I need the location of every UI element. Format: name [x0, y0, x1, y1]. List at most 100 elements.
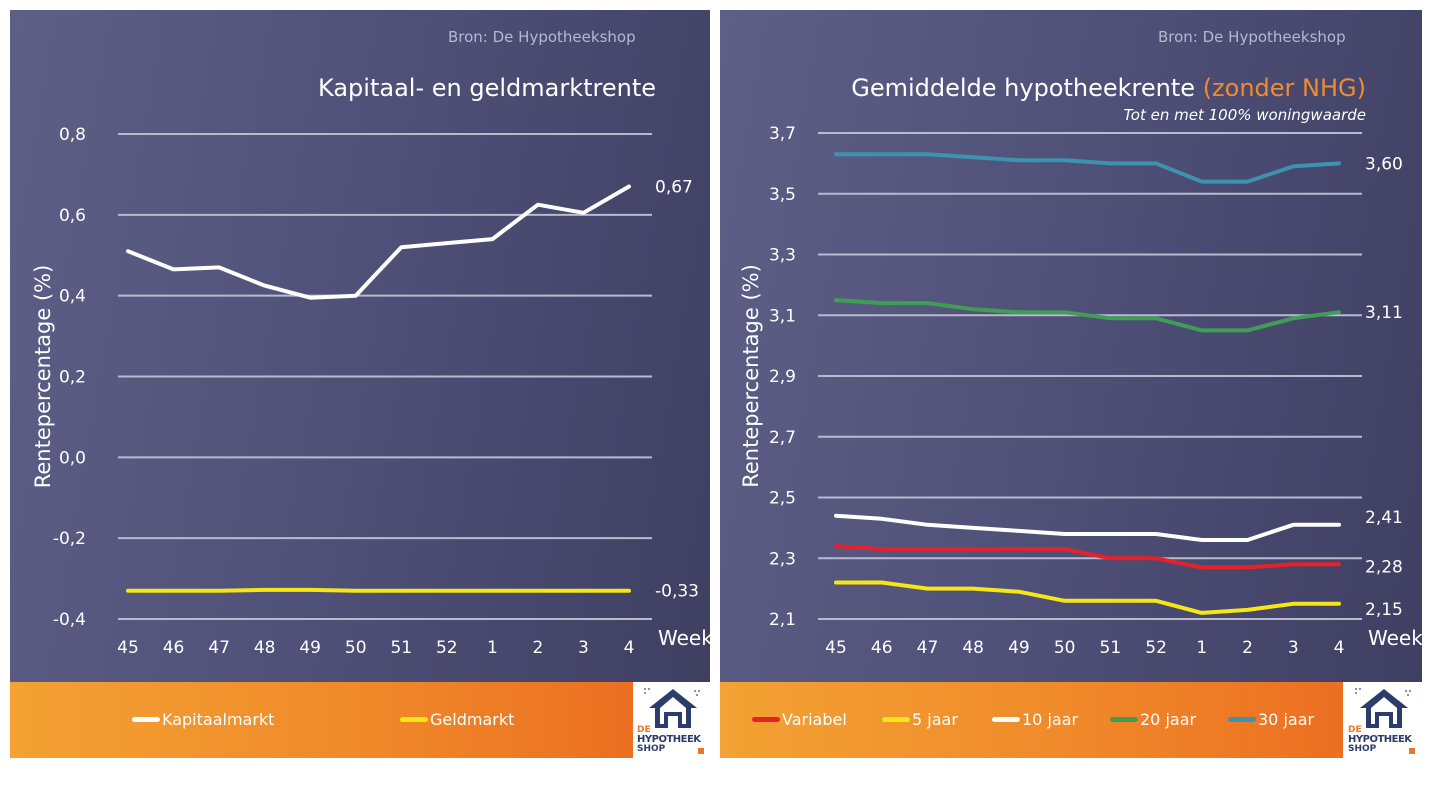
x-tick-label: 51 — [390, 638, 412, 658]
legend-item-5-jaar: 5 jaar — [882, 710, 958, 729]
x-tick-label: 45 — [825, 638, 847, 658]
x-tick-label: 1 — [487, 638, 498, 658]
legend-swatch — [132, 717, 160, 722]
hypotheekshop-logo: DE HYPOTHEEK SHOP — [1345, 682, 1421, 758]
y-tick-label: 0,4 — [59, 287, 86, 307]
legend-item-variabel: Variabel — [752, 710, 847, 729]
x-tick-label: 50 — [1054, 638, 1076, 658]
x-tick-label: 47 — [917, 638, 939, 658]
legend-item-kapitaalmarkt: Kapitaalmarkt — [132, 710, 274, 729]
y-tick-label: 2,7 — [769, 428, 796, 448]
chart-title: Gemiddelde hypotheekrente (zonder NHG) — [851, 74, 1366, 102]
x-tick-label: 45 — [117, 638, 139, 658]
x-tick-label: 49 — [1008, 638, 1030, 658]
legend-swatch — [752, 717, 780, 722]
y-tick-label: -0,4 — [53, 610, 86, 630]
chart-title-highlight: (zonder NHG) — [1202, 74, 1366, 102]
data-label: 2,28 — [1365, 557, 1403, 577]
y-tick-label: 0,2 — [59, 368, 86, 388]
series-line-5-jaar — [834, 580, 1341, 615]
series-line-10-jaar — [834, 513, 1341, 542]
legend-item-20-jaar: 20 jaar — [1110, 710, 1196, 729]
x-tick-label: 52 — [1145, 638, 1167, 658]
x-tick-label: 47 — [208, 638, 230, 658]
x-tick-label: 51 — [1100, 638, 1122, 658]
x-axis-label: Week — [658, 626, 710, 650]
logo-text-de: DE — [1348, 725, 1362, 735]
y-tick-label: 2,1 — [769, 610, 796, 630]
x-tick-label: 50 — [345, 638, 367, 658]
x-tick-label: 4 — [1334, 638, 1345, 658]
logo-square — [698, 748, 704, 754]
chart-subtitle: Tot en met 100% woningwaarde — [1123, 106, 1367, 124]
y-tick-label: 3,7 — [769, 124, 796, 144]
x-tick-label: 2 — [532, 638, 543, 658]
x-tick-label: 48 — [254, 638, 276, 658]
legend-label: 10 jaar — [1022, 710, 1079, 729]
y-tick-label: 3,1 — [769, 306, 796, 326]
series-line-30-jaar — [834, 152, 1341, 184]
y-axis-label: Rentepercentage (%) — [31, 265, 55, 489]
legend-swatch — [1110, 717, 1138, 722]
line-chart-right: 3,7 3,5 3,3 3,1 2,9 2,7 2,5 2,3 2,1 45 46 47 48 49 50 5… — [739, 124, 1422, 658]
chart-source: Bron: De Hypotheekshop — [1158, 28, 1346, 46]
legend-item-geldmarkt: Geldmarkt — [400, 710, 514, 729]
data-label: 0,67 — [655, 178, 693, 198]
series-line-geldmarkt — [126, 587, 631, 593]
x-axis-label: Week — [1368, 626, 1422, 650]
y-tick-label: 2,9 — [769, 367, 796, 387]
logo-text-hypotheek: HYPOTHEEK — [1348, 734, 1412, 745]
legend-label: Variabel — [782, 710, 847, 729]
x-tick-label: 1 — [1196, 638, 1207, 658]
chart-source: Bron: De Hypotheekshop — [448, 28, 636, 46]
logo-text-shop: SHOP — [637, 744, 666, 754]
logo-square — [1409, 748, 1415, 754]
legend-item-30-jaar: 30 jaar — [1228, 710, 1314, 729]
y-tick-label: 2,5 — [769, 489, 796, 509]
legend-left: Kapitaalmarkt Geldmarkt — [10, 682, 633, 758]
logo-text-shop: SHOP — [1348, 744, 1377, 754]
x-tick-label: 52 — [436, 638, 458, 658]
hypotheekshop-logo: DE HYPOTHEEK SHOP — [634, 682, 710, 758]
y-tick-label: 2,3 — [769, 549, 796, 569]
y-tick-label: 0,6 — [59, 206, 86, 226]
legend-item-10-jaar: 10 jaar — [992, 710, 1078, 729]
logo-text-de: DE — [637, 725, 651, 735]
chart-panel-mortgage-rate: Bron: De Hypotheekshop Gemiddelde hypoth… — [720, 10, 1422, 682]
series-line-kapitaalmarkt — [126, 184, 631, 300]
y-tick-label: 0,0 — [59, 448, 86, 468]
legend-swatch — [992, 717, 1020, 722]
y-tick-label: -0,2 — [53, 529, 86, 549]
legend-swatch — [882, 717, 910, 722]
legend-label: 5 jaar — [912, 710, 958, 729]
y-axis-label: Rentepercentage (%) — [739, 264, 763, 488]
chart-title-main: Gemiddelde hypotheekrente — [851, 74, 1196, 102]
chart-panel-capital-money-market: Bron: De Hypotheekshop Kapitaal- en geld… — [10, 10, 710, 682]
legend-swatch — [1228, 717, 1256, 722]
data-label: 2,15 — [1365, 600, 1403, 620]
y-tick-label: 0,8 — [59, 125, 86, 145]
legend-label: 20 jaar — [1140, 710, 1197, 729]
x-tick-label: 48 — [962, 638, 984, 658]
data-label: 3,11 — [1365, 303, 1403, 323]
legend-swatch — [400, 717, 428, 722]
gridlines — [818, 132, 1362, 620]
data-label: 2,41 — [1365, 508, 1403, 528]
house-icon — [644, 688, 700, 728]
legend-label: Kapitaalmarkt — [162, 710, 275, 729]
logo-text-hypotheek: HYPOTHEEK — [637, 734, 701, 745]
legend-label: Geldmarkt — [430, 710, 515, 729]
legend-label: 30 jaar — [1258, 710, 1315, 729]
data-label: 3,60 — [1365, 154, 1403, 174]
x-tick-label: 3 — [1288, 638, 1299, 658]
series-line-variabel — [834, 544, 1341, 570]
y-tick-label: 3,5 — [769, 185, 796, 205]
x-tick-label: 49 — [299, 638, 321, 658]
x-tick-label: 4 — [624, 638, 635, 658]
x-tick-label: 46 — [163, 638, 185, 658]
line-chart-left: 0,8 0,6 0,4 0,2 0,0 -0,2 -0,4 45 46 47 48 49 50 51 52 1… — [31, 125, 710, 658]
chart-title: Kapitaal- en geldmarktrente — [318, 74, 656, 102]
y-tick-label: 3,3 — [769, 246, 796, 266]
x-tick-label: 2 — [1242, 638, 1253, 658]
legend-right: Variabel 5 jaar 10 jaar 20 jaar 30 jaar — [720, 682, 1343, 758]
